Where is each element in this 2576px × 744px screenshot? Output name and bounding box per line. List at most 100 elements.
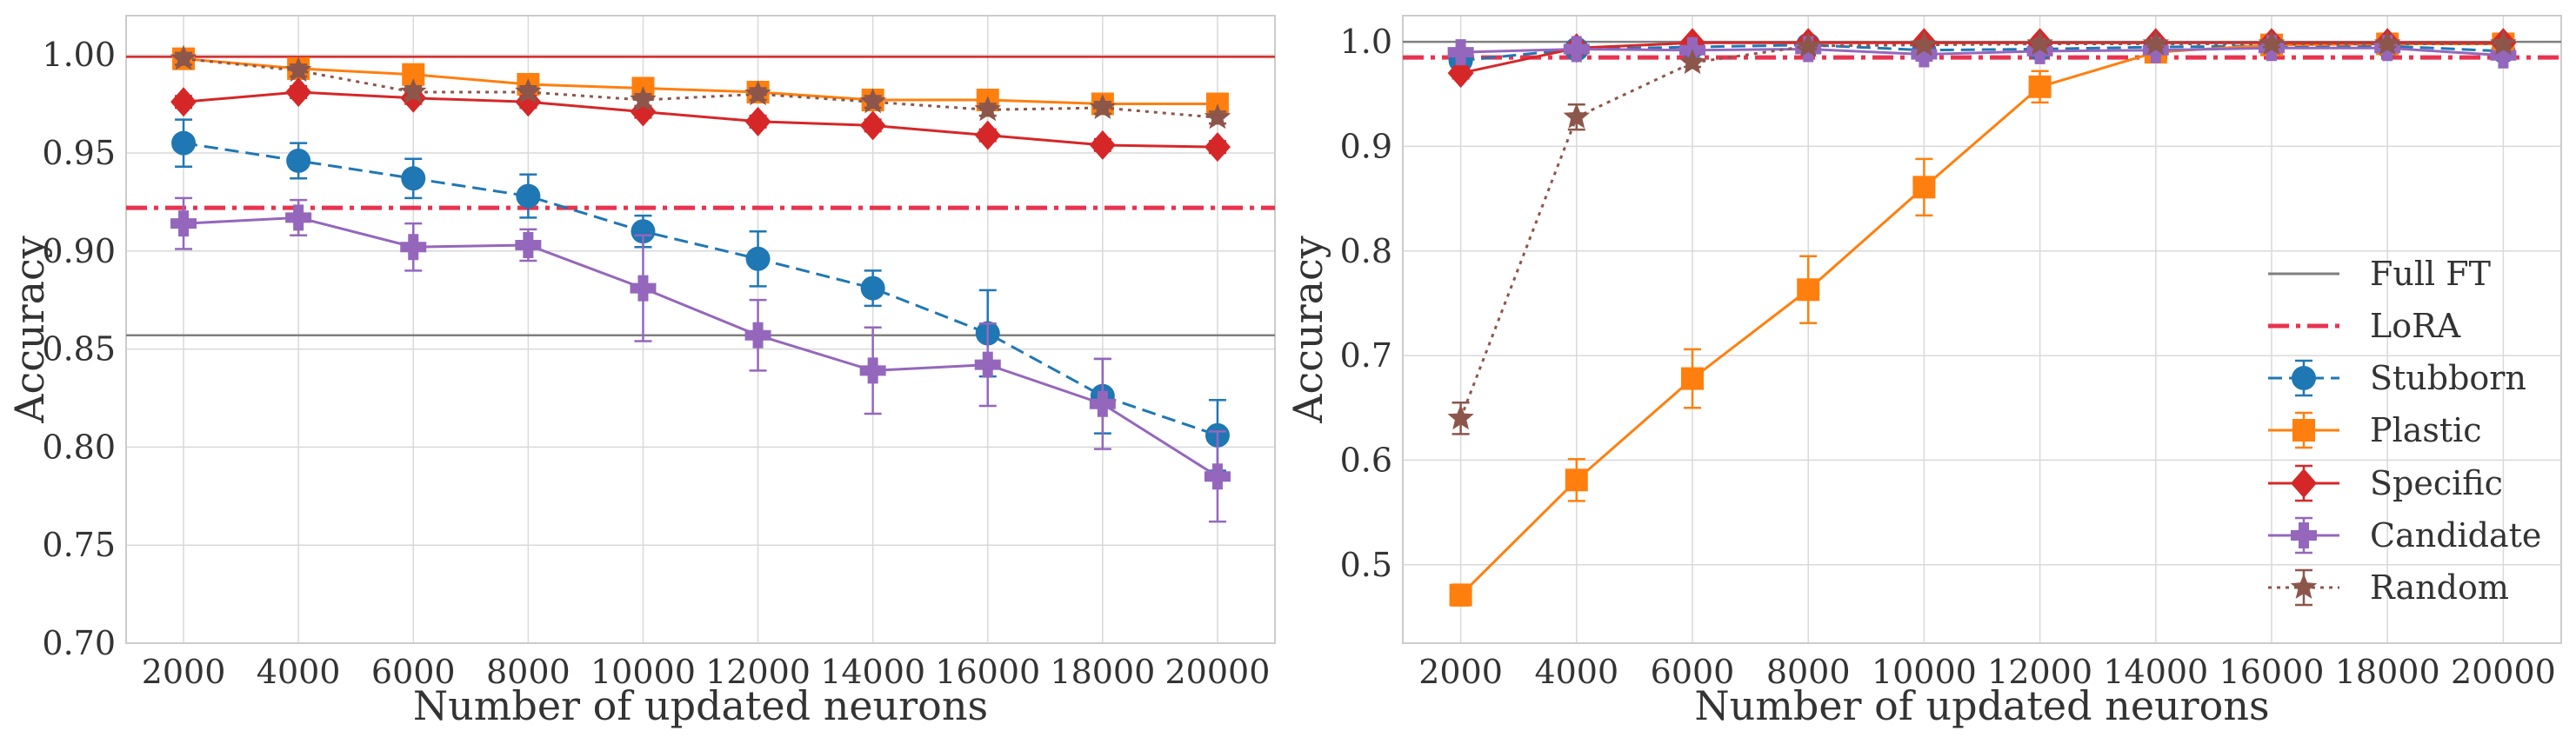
- series-line-plastic: [183, 57, 1218, 105]
- data-point-plastic: [1797, 278, 1820, 302]
- legend-label-candidate: Candidate: [2370, 516, 2541, 555]
- data-point-candidate: [1447, 39, 1474, 66]
- legend-marker-random: [2290, 574, 2318, 599]
- x-tick-label: 18000: [2335, 653, 2440, 691]
- y-tick-label: 0.5: [1340, 546, 1392, 584]
- x-tick-label: 8000: [486, 653, 571, 691]
- y-tick-label: 0.80: [42, 428, 116, 466]
- x-tick-label: 14000: [820, 653, 925, 691]
- data-point-candidate: [515, 231, 542, 258]
- data-point-candidate: [1089, 390, 1116, 417]
- plot-frame: [125, 15, 1276, 644]
- legend-label-stubborn: Stubborn: [2370, 359, 2526, 397]
- legend: Full FT LoRA Stubborn Plastic Specific Candid…: [2268, 255, 2541, 607]
- series-line-plastic: [1459, 43, 2504, 596]
- x-tick-label: 14000: [2103, 653, 2208, 691]
- data-point-random: [2490, 30, 2517, 56]
- y-tick-label: 0.6: [1340, 441, 1392, 479]
- x-tick-label: 10000: [1872, 653, 1977, 691]
- panel-1: 2000 4000 6000 8000 10000 12000 14000 16000 1800…: [6, 15, 1276, 729]
- legend-item-random: Random: [2268, 568, 2509, 607]
- data-point-specific: [974, 120, 1001, 150]
- data-point-specific: [744, 106, 771, 136]
- data-point-plastic: [1681, 367, 1704, 390]
- data-point-random: [2374, 30, 2401, 56]
- data-point-random: [1795, 31, 1822, 57]
- data-point-random: [630, 86, 657, 111]
- y-tick-label: 1.0: [1340, 23, 1392, 61]
- data-point-plastic: [1912, 176, 1936, 199]
- data-point-candidate: [630, 275, 657, 302]
- data-point-plastic: [1565, 468, 1588, 492]
- data-point-random: [1447, 404, 1474, 430]
- data-point-candidate: [974, 351, 1001, 378]
- data-point-plastic: [1449, 583, 1472, 607]
- data-point-candidate: [859, 357, 886, 384]
- y-axis-label: Accuracy: [6, 236, 53, 424]
- data-point-specific: [630, 96, 657, 127]
- data-point-candidate: [400, 234, 427, 261]
- legend-marker-candidate: [2291, 522, 2317, 548]
- series-candidate: [170, 196, 1231, 523]
- data-point-random: [1089, 94, 1117, 119]
- data-point-candidate: [170, 210, 197, 237]
- data-point-random: [2026, 30, 2053, 56]
- data-point-specific: [170, 87, 197, 117]
- x-tick-label: 12000: [1987, 653, 2092, 691]
- data-point-candidate: [2490, 42, 2517, 69]
- y-tick-label: 0.9: [1340, 127, 1392, 165]
- data-point-stubborn: [286, 148, 311, 173]
- x-tick-label: 18000: [1050, 653, 1155, 691]
- data-point-specific: [515, 87, 542, 117]
- data-point-candidate: [285, 204, 312, 231]
- legend-item-stubborn: Stubborn: [2268, 359, 2526, 397]
- data-point-specific: [285, 76, 312, 107]
- data-point-stubborn: [171, 130, 197, 156]
- data-point-stubborn: [860, 276, 885, 301]
- legend-item-candidate: Candidate: [2268, 516, 2541, 555]
- x-tick-label: 16000: [935, 653, 1040, 691]
- x-tick-label: 4000: [257, 653, 341, 691]
- data-point-stubborn: [745, 246, 771, 271]
- data-point-stubborn: [516, 183, 541, 209]
- x-tick-label: 2000: [142, 653, 226, 691]
- data-point-candidate: [1911, 41, 1938, 68]
- data-point-random: [1204, 103, 1231, 130]
- data-point-specific: [1089, 130, 1116, 160]
- y-tick-label: 0.70: [42, 624, 116, 662]
- x-tick-label: 16000: [2219, 653, 2325, 691]
- data-point-stubborn: [401, 166, 426, 191]
- x-tick-label: 6000: [1651, 653, 1735, 691]
- y-tick-label: 0.75: [42, 526, 116, 564]
- y-tick-label: 0.95: [42, 134, 116, 172]
- data-point-plastic: [2028, 75, 2052, 98]
- data-point-candidate: [1563, 36, 1590, 63]
- y-tick-label: 0.90: [42, 232, 116, 270]
- series-line-specific: [183, 90, 1218, 149]
- legend-marker-stubborn: [2292, 366, 2316, 390]
- legend-label-random: Random: [2370, 568, 2509, 607]
- x-axis-label: Number of updated neurons: [1694, 682, 2269, 729]
- data-point-stubborn: [631, 219, 656, 244]
- data-point-candidate: [744, 322, 771, 349]
- data-point-random: [1563, 103, 1590, 129]
- x-tick-label: 12000: [705, 653, 811, 691]
- data-point-random: [859, 88, 886, 114]
- legend-marker-plastic: [2292, 419, 2315, 442]
- x-tick-label: 20000: [1165, 653, 1271, 691]
- data-point-random: [1911, 30, 1938, 56]
- data-point-specific: [1447, 58, 1474, 89]
- x-tick-label: 2000: [1418, 653, 1503, 691]
- data-point-random: [2142, 30, 2169, 56]
- data-point-random: [170, 44, 197, 70]
- legend-label-specific: Specific: [2370, 464, 2503, 502]
- x-tick-label: 6000: [371, 653, 456, 691]
- legend-item-full_ft: Full FT: [2268, 255, 2491, 293]
- y-tick-label: 0.8: [1340, 232, 1392, 270]
- plot-frame: [1402, 15, 2562, 644]
- data-point-candidate: [2142, 37, 2169, 63]
- legend-marker-specific: [2291, 468, 2317, 498]
- series-line-stubborn: [183, 142, 1218, 437]
- data-point-random: [1678, 49, 1706, 75]
